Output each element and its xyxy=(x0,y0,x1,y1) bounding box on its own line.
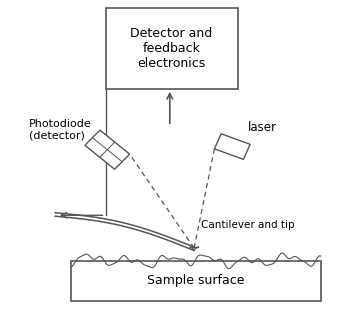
Bar xyxy=(85,130,130,169)
Text: Photodiode
(detector): Photodiode (detector) xyxy=(29,119,92,140)
Bar xyxy=(215,134,250,159)
Text: Cantilever and tip: Cantilever and tip xyxy=(201,220,295,230)
Bar xyxy=(106,8,238,89)
Text: Detector and
feedback
electronics: Detector and feedback electronics xyxy=(131,27,213,70)
Bar xyxy=(71,261,321,301)
Text: laser: laser xyxy=(248,121,277,134)
Text: Sample surface: Sample surface xyxy=(147,274,245,287)
